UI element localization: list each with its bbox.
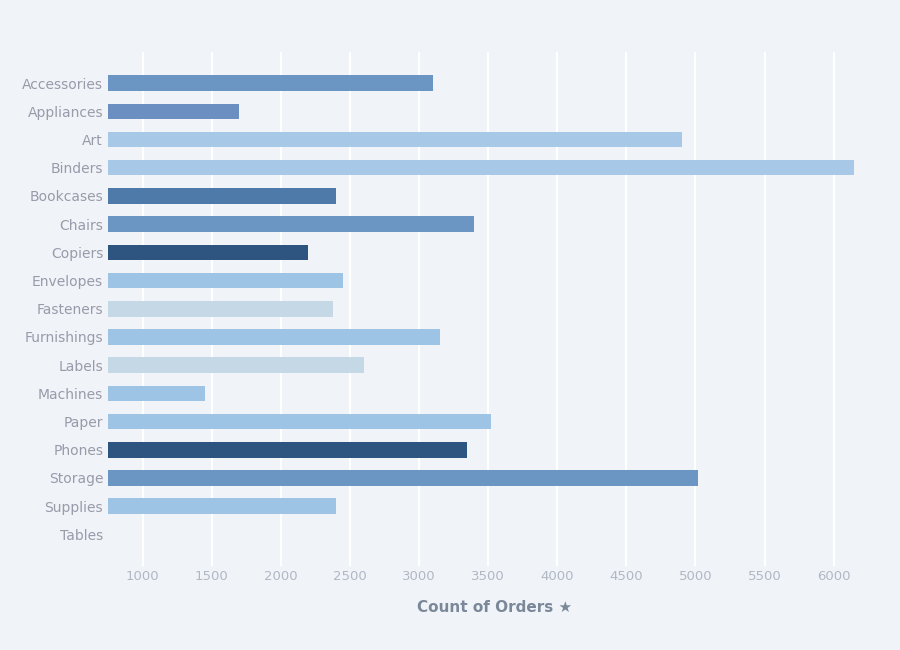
Bar: [4, 442, 467, 458]
Bar: [4, 75, 433, 91]
Bar: [4, 244, 309, 260]
Bar: [4, 103, 239, 119]
Bar: [4, 216, 474, 232]
Bar: [4, 499, 336, 514]
Bar: [4, 526, 21, 542]
Bar: [4, 273, 343, 289]
Bar: [4, 188, 336, 203]
Bar: [4, 329, 440, 344]
Bar: [4, 160, 854, 176]
Bar: [4, 132, 681, 148]
Bar: [4, 385, 205, 401]
X-axis label: Count of Orders ★: Count of Orders ★: [418, 600, 572, 615]
Bar: [4, 358, 364, 373]
Bar: [4, 414, 491, 430]
Bar: [4, 470, 698, 486]
Bar: [4, 301, 333, 317]
